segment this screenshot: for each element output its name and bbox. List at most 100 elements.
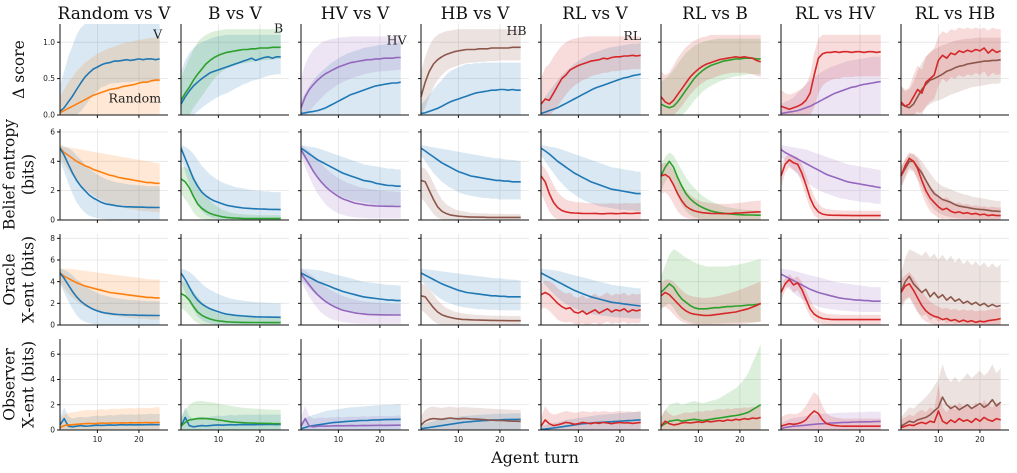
band-v	[541, 268, 641, 319]
series-annotation-hv: HV	[387, 32, 408, 47]
series-line-b	[180, 178, 281, 220]
column-title-b-vs-v: B vs V	[208, 4, 263, 24]
series-line-v	[180, 272, 281, 319]
band-hb	[421, 29, 521, 116]
band-v	[60, 145, 160, 220]
series-line-v	[300, 272, 401, 302]
series-line-rl	[780, 159, 881, 217]
band-rl	[661, 406, 761, 430]
y-tick-label: 6	[50, 128, 55, 137]
series-line-v	[59, 417, 160, 428]
x-tick-label: 10	[814, 435, 824, 444]
series-line-rl	[780, 410, 881, 427]
band-random	[60, 268, 160, 320]
band-v	[60, 24, 160, 115]
band-random	[60, 37, 160, 115]
series-line-b	[180, 292, 281, 324]
panel-r3-c4: 10 20	[538, 339, 649, 444]
x-tick-label: 10	[694, 435, 704, 444]
y-tick-label: 4	[50, 277, 55, 286]
series-line-rl	[900, 283, 1001, 324]
band-hv	[301, 145, 401, 219]
series-annotation-random: Random	[108, 91, 161, 106]
panel-r0-c1	[178, 24, 289, 118]
series-line-v	[540, 272, 641, 307]
x-tick-label: 10	[934, 435, 944, 444]
series-line-b	[660, 160, 761, 216]
band-random	[60, 145, 160, 213]
panel-r0-c2	[298, 24, 409, 118]
band-v	[301, 42, 401, 115]
panel-r2-c4	[538, 234, 649, 328]
series-line-hv	[780, 420, 881, 430]
panel-r1-c1	[178, 129, 289, 223]
series-annotation-b: B	[274, 21, 283, 36]
panel-r3-c3: 10 20	[418, 339, 529, 444]
series-line-random	[59, 79, 160, 114]
band-hv	[781, 145, 881, 204]
series-line-b	[660, 404, 762, 427]
panel-r1-c6	[778, 129, 889, 223]
series-line-v	[420, 88, 521, 115]
x-tick-label: 20	[615, 435, 625, 444]
series-line-rl	[540, 54, 641, 105]
series-line-v	[540, 147, 641, 195]
series-line-v	[180, 147, 281, 211]
panel-r0-c7	[898, 24, 1009, 118]
panel-r1-c7	[898, 129, 1009, 223]
series-line-v	[420, 418, 521, 430]
series-line-hb	[420, 179, 521, 219]
series-line-hv	[780, 148, 881, 189]
y-tick-label: 4	[50, 375, 55, 384]
y-tick-label: 1.0	[43, 38, 55, 47]
column-title-hb-vs-v: HB vs V	[441, 4, 510, 24]
series-line-hv	[300, 417, 401, 428]
band-rl	[661, 34, 761, 115]
y-tick-label: 4	[50, 157, 55, 166]
column-title-random-vs-v: Random vs V	[58, 4, 172, 24]
band-hb	[901, 37, 1001, 115]
band-b	[661, 38, 761, 115]
y-tick-label: 2	[50, 186, 55, 195]
y-tick-label: 2	[50, 400, 55, 409]
x-tick-label: 20	[255, 435, 265, 444]
series-line-hv	[300, 149, 401, 208]
band-v	[181, 145, 281, 220]
x-tick-label: 20	[735, 435, 745, 444]
band-hv	[781, 268, 881, 312]
series-line-v	[300, 81, 401, 115]
series-line-v	[420, 272, 521, 298]
column-title-rl-vs-b: RL vs B	[682, 4, 748, 24]
y-tick-label: 6	[50, 350, 55, 359]
series-line-hb	[420, 46, 521, 98]
band-v	[181, 34, 281, 115]
band-v	[421, 268, 521, 311]
band-hb	[901, 364, 1001, 430]
column-title-rl-vs-v: RL vs V	[562, 4, 628, 24]
panel-r3-c0: 0 2 4 6 10 20	[50, 339, 168, 444]
band-hb	[901, 154, 1001, 220]
row-label-3-line-0: Observer	[1, 348, 19, 421]
x-tick-label: 10	[574, 435, 584, 444]
series-line-rl	[780, 50, 881, 110]
series-line-rl	[780, 278, 881, 321]
x-tick-label: 10	[454, 435, 464, 444]
x-tick-label: 20	[134, 435, 144, 444]
band-b	[181, 29, 281, 116]
band-hb	[421, 167, 521, 220]
band-v	[541, 145, 641, 212]
band-hb	[901, 249, 1001, 325]
band-v	[181, 268, 281, 325]
y-tick-label: 8	[50, 234, 55, 243]
series-line-random	[59, 147, 160, 185]
series-line-rl	[900, 410, 1001, 429]
panel-r3-c7: 10 20	[898, 339, 1009, 444]
series-line-hb	[900, 396, 1002, 427]
row-label-0-line-0: Δ score	[10, 40, 28, 99]
band-rl	[781, 34, 881, 115]
band-rl	[901, 152, 1001, 220]
y-tick-label: 2	[50, 299, 55, 308]
series-annotation-hb: HB	[506, 23, 526, 38]
x-tick-label: 10	[334, 435, 344, 444]
series-line-v	[59, 147, 160, 209]
